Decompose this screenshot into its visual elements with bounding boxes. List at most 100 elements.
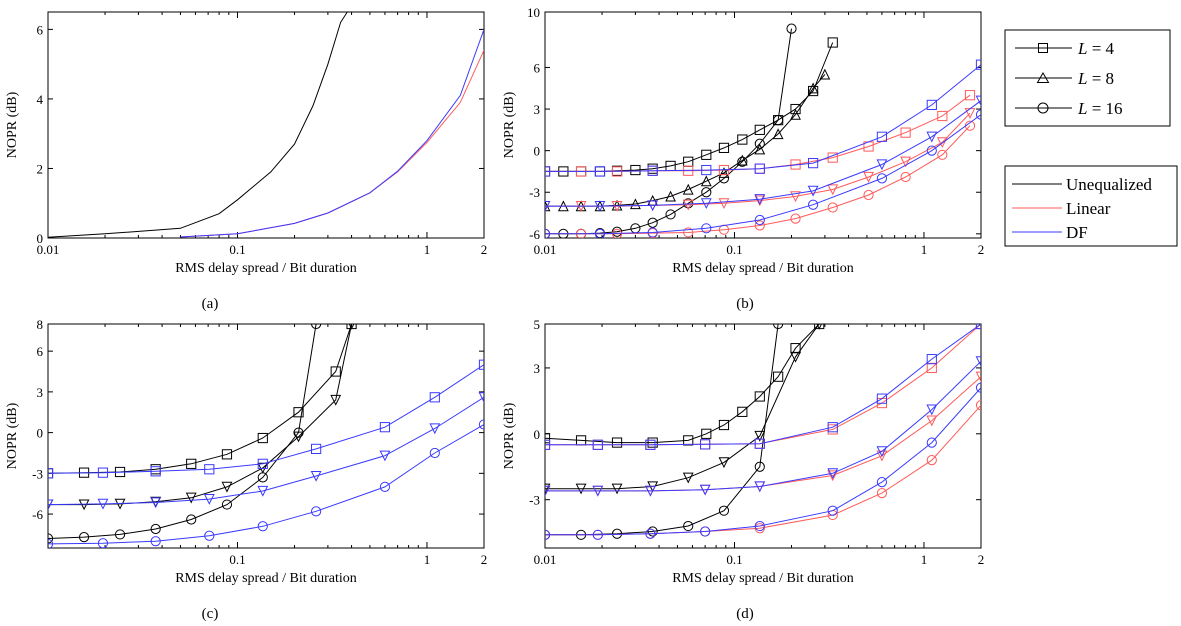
data-point-square bbox=[545, 166, 551, 177]
chart-panel-c: 0.1 1 2 -6 -3 0 3 6 8 RMS delay spread / Bit dura… bbox=[5, 317, 487, 586]
data-point-triangle_down bbox=[221, 481, 233, 493]
legend-item-l4: L = 4 bbox=[1015, 39, 1115, 58]
data-point-triangle_down bbox=[754, 430, 766, 442]
data-point-circle bbox=[808, 199, 819, 210]
data-point-triangle_down bbox=[827, 470, 839, 482]
data-point-triangle_down bbox=[203, 494, 215, 505]
y-tick-label: -3 bbox=[529, 185, 540, 200]
data-point-circle bbox=[754, 520, 765, 532]
data-point-circle bbox=[665, 209, 676, 220]
data-point-circle bbox=[718, 505, 730, 516]
data-point-circle bbox=[48, 538, 54, 548]
data-point-circle bbox=[876, 487, 888, 499]
data-point-triangle_down bbox=[754, 194, 766, 205]
data-point-triangle bbox=[807, 82, 819, 94]
x-tick-label: 0.1 bbox=[229, 552, 245, 567]
y-tick-label: 0 bbox=[534, 144, 541, 159]
series-line-df-circle bbox=[545, 387, 981, 536]
data-point-circle bbox=[827, 505, 838, 516]
x-tick-label: 0.01 bbox=[37, 242, 60, 257]
chart-panel-b: 0.01 0.1 1 2 -6 -3 0 3 6 10 RMS delay spread / Bit… bbox=[502, 5, 985, 276]
series-line-unequalized-square bbox=[545, 42, 834, 172]
data-point-triangle_down bbox=[310, 470, 322, 482]
plot-frame bbox=[47, 323, 485, 549]
plot-frame bbox=[47, 11, 485, 239]
data-point-circle bbox=[876, 173, 888, 184]
x-tick-label: 1 bbox=[921, 552, 928, 567]
data-point-triangle_down bbox=[97, 498, 109, 510]
data-point-triangle bbox=[754, 143, 766, 155]
data-point-circle bbox=[48, 533, 54, 544]
legend-item-linear: Linear bbox=[1012, 199, 1111, 218]
data-point-circle bbox=[876, 477, 888, 488]
data-point-square bbox=[975, 59, 981, 70]
chart-panel-d: 0.01 0.1 1 2 -3 0 3 5 RMS delay spread / Bit dur… bbox=[502, 317, 985, 586]
legend-label-linear: Linear bbox=[1066, 199, 1111, 218]
series-line-df-square bbox=[48, 364, 484, 474]
data-point-triangle bbox=[772, 128, 784, 140]
data-point-triangle_down bbox=[594, 201, 606, 212]
data-point-triangle_down bbox=[718, 198, 730, 210]
y-axis-label: NOPR (dB) bbox=[502, 402, 517, 469]
y-tick-label: -3 bbox=[32, 466, 43, 481]
data-point-circle bbox=[429, 447, 440, 459]
series-line-unequalized-circle bbox=[545, 324, 779, 536]
square-marker-icon bbox=[1038, 43, 1048, 53]
series-line-df-triangle_down bbox=[48, 396, 484, 506]
data-point-circle bbox=[900, 171, 911, 183]
y-tick-label: 10 bbox=[527, 5, 540, 20]
data-point-square bbox=[645, 439, 656, 450]
data-point-square bbox=[737, 406, 748, 417]
y-tick-label: -6 bbox=[529, 227, 540, 242]
series-line-linear-square bbox=[545, 324, 981, 446]
panel-caption-c: (c) bbox=[202, 606, 219, 622]
data-point-triangle_down bbox=[790, 351, 801, 363]
y-tick-label: 3 bbox=[534, 361, 541, 376]
data-point-circle bbox=[221, 499, 233, 510]
legend-var-l8: L bbox=[1077, 69, 1087, 88]
data-point-circle bbox=[545, 529, 551, 540]
legend-item-l8: L = 8 bbox=[1015, 69, 1114, 88]
data-point-square bbox=[754, 163, 765, 174]
data-point-square bbox=[701, 149, 712, 160]
data-point-triangle_down bbox=[545, 201, 551, 212]
x-tick-label: 2 bbox=[978, 242, 985, 257]
data-point-triangle_down bbox=[975, 356, 981, 368]
data-point-square bbox=[611, 437, 623, 448]
data-point-circle bbox=[645, 528, 656, 539]
data-point-circle bbox=[754, 214, 765, 226]
data-point-circle bbox=[379, 481, 391, 493]
data-point-triangle bbox=[790, 108, 801, 120]
data-point-square bbox=[311, 443, 322, 454]
x-tick-label: 2 bbox=[481, 242, 488, 257]
data-point-square bbox=[926, 354, 937, 365]
y-tick-label: 2 bbox=[37, 161, 44, 176]
series-line-unequalized-triangle bbox=[545, 74, 826, 207]
data-point-square bbox=[808, 158, 819, 169]
data-point-triangle_down bbox=[876, 446, 888, 458]
data-point-circle bbox=[186, 514, 197, 525]
series-line-df-square bbox=[545, 64, 981, 172]
data-point-triangle_down bbox=[478, 392, 484, 404]
series-line-df-circle bbox=[545, 114, 981, 235]
data-point-square bbox=[808, 85, 819, 97]
data-point-circle bbox=[647, 526, 658, 537]
series-line-linear-circle bbox=[545, 125, 971, 235]
data-point-square bbox=[594, 166, 606, 177]
data-point-circle bbox=[311, 506, 322, 517]
data-point-triangle bbox=[629, 198, 641, 210]
series-line-unequalized-square bbox=[48, 324, 353, 474]
data-point-triangle_down bbox=[926, 404, 938, 416]
data-point-circle bbox=[754, 220, 765, 231]
series-line-linear-square bbox=[545, 94, 971, 172]
data-point-circle bbox=[701, 187, 712, 198]
x-axis-label: RMS delay spread / Bit duration bbox=[175, 261, 357, 276]
x-tick-label: 2 bbox=[978, 552, 985, 567]
data-point-triangle_down bbox=[682, 472, 694, 484]
data-point-circle bbox=[545, 228, 551, 238]
series-layer bbox=[545, 23, 981, 238]
data-point-circle bbox=[311, 324, 322, 330]
data-point-square bbox=[718, 142, 730, 153]
data-point-square bbox=[937, 110, 948, 122]
legend-item-unequalized: Unequalized bbox=[1012, 175, 1152, 194]
